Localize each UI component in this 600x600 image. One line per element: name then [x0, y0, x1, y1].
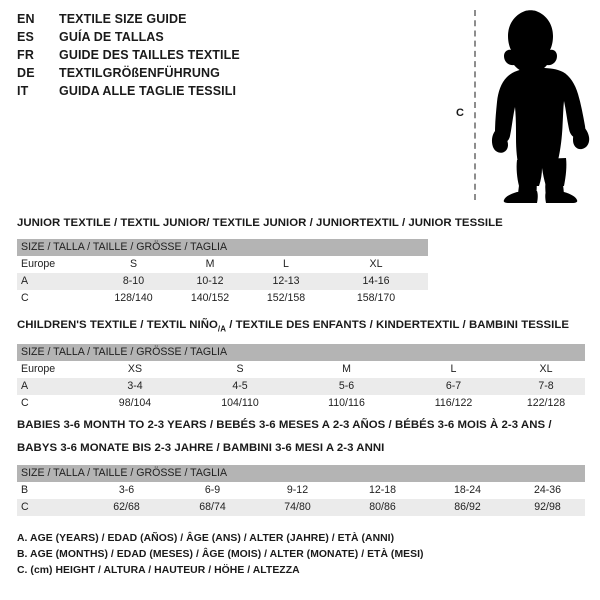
row-label: B: [17, 482, 83, 499]
language-row: ES GUÍA DE TALLAS: [17, 30, 317, 48]
table-cell: 14-16: [324, 273, 428, 290]
table-cell: XL: [324, 256, 428, 273]
table-cell: 98/104: [83, 395, 187, 413]
table-cell: M: [293, 361, 400, 379]
table-cell: 92/98: [510, 499, 585, 516]
row-label: C: [17, 499, 83, 516]
language-header-block: EN TEXTILE SIZE GUIDE ES GUÍA DE TALLAS …: [17, 12, 317, 102]
language-code: IT: [17, 84, 29, 98]
section-title: JUNIOR TEXTILE / TEXTIL JUNIOR/ TEXTILE …: [17, 217, 503, 229]
language-row: FR GUIDE DES TAILLES TEXTILE: [17, 48, 317, 66]
table-cell: L: [248, 256, 324, 273]
size-band-label: SIZE / TALLA / TAILLE / GRÖSSE / TAGLIA: [17, 239, 428, 256]
table-cell: S: [95, 256, 172, 273]
table-cell: XS: [83, 361, 187, 379]
table-row: Europe S M L XL: [17, 256, 428, 273]
language-title: TEXTILGRÖßENFÜHRUNG: [59, 66, 220, 80]
table-cell: 128/140: [95, 290, 172, 307]
row-label: Europe: [17, 361, 83, 379]
toddler-silhouette-icon: [491, 10, 590, 203]
table-row: A 8-10 10-12 12-13 14-16: [17, 273, 428, 290]
table-cell: 152/158: [248, 290, 324, 307]
table-cell: 6-7: [400, 378, 507, 396]
language-row: DE TEXTILGRÖßENFÜHRUNG: [17, 66, 317, 84]
section-title-line1: BABIES 3-6 MONTH TO 2-3 YEARS / BEBÉS 3-…: [17, 419, 552, 431]
section-childrens-textile: CHILDREN'S TEXTILE / TEXTIL NIÑO/A / TEX…: [17, 318, 585, 413]
table-cell: 8-10: [95, 273, 172, 290]
table-row: C 128/140 140/152 152/158 158/170: [17, 290, 428, 307]
size-band-label: SIZE / TALLA / TAILLE / GRÖSSE / TAGLIA: [17, 465, 585, 482]
table-cell: 7-8: [507, 378, 585, 396]
table-cell: 80/86: [340, 499, 425, 516]
table-cell: M: [172, 256, 248, 273]
section-title-post: / TEXTILE DES ENFANTS / KINDERTEXTIL / B…: [226, 319, 570, 331]
table-cell: 140/152: [172, 290, 248, 307]
section-title: CHILDREN'S TEXTILE / TEXTIL NIÑO/A / TEX…: [17, 318, 585, 336]
language-title: GUÍA DE TALLAS: [59, 30, 164, 44]
table-cell: 110/116: [293, 395, 400, 413]
table-cell: 3-4: [83, 378, 187, 396]
legend-line-a: A. AGE (YEARS) / EDAD (AÑOS) / ÂGE (ANS)…: [17, 533, 395, 544]
size-band-label: SIZE / TALLA / TAILLE / GRÖSSE / TAGLIA: [17, 344, 585, 362]
legend-line-c: C. (cm) HEIGHT / ALTURA / HAUTEUR / HÖHE…: [17, 565, 300, 576]
table-cell: 122/128: [507, 395, 585, 413]
section-babies-textile: BABIES 3-6 MONTH TO 2-3 YEARS / BEBÉS 3-…: [17, 418, 585, 516]
table-cell: 104/110: [187, 395, 293, 413]
table-cell: 68/74: [170, 499, 255, 516]
table-cell: 74/80: [255, 499, 340, 516]
children-size-table: SIZE / TALLA / TAILLE / GRÖSSE / TAGLIA …: [17, 344, 585, 413]
language-row: IT GUIDA ALLE TAGLIE TESSILI: [17, 84, 317, 102]
table-row: B 3-6 6-9 9-12 12-18 18-24 24-36: [17, 482, 585, 499]
language-title: TEXTILE SIZE GUIDE: [59, 12, 187, 26]
row-label: Europe: [17, 256, 95, 273]
table-cell: 12-13: [248, 273, 324, 290]
row-label: A: [17, 378, 83, 396]
row-label: A: [17, 273, 95, 290]
table-cell: 4-5: [187, 378, 293, 396]
table-row: Europe XS S M L XL: [17, 361, 585, 379]
section-title-subscript: /A: [217, 324, 227, 334]
table-cell: 116/122: [400, 395, 507, 413]
height-illustration: C: [440, 0, 600, 215]
table-cell: 18-24: [425, 482, 510, 499]
table-cell: 24-36: [510, 482, 585, 499]
table-cell: 12-18: [340, 482, 425, 499]
measurement-legend: A. AGE (YEARS) / EDAD (AÑOS) / ÂGE (ANS)…: [17, 531, 437, 579]
row-label: C: [17, 395, 83, 413]
table-band-row: SIZE / TALLA / TAILLE / GRÖSSE / TAGLIA: [17, 239, 428, 256]
language-code: DE: [17, 66, 35, 80]
language-code: FR: [17, 48, 35, 62]
section-junior-textile: JUNIOR TEXTILE / TEXTIL JUNIOR/ TEXTILE …: [17, 216, 503, 307]
section-title-line2: BABYS 3-6 MONATE BIS 2-3 JAHRE / BAMBINI…: [17, 442, 385, 454]
babies-size-table: SIZE / TALLA / TAILLE / GRÖSSE / TAGLIA …: [17, 465, 585, 516]
section-title-pre: CHILDREN'S TEXTILE / TEXTIL NIÑO: [17, 319, 218, 331]
table-band-row: SIZE / TALLA / TAILLE / GRÖSSE / TAGLIA: [17, 465, 585, 482]
table-cell: 62/68: [83, 499, 170, 516]
table-row: C 98/104 104/110 110/116 116/122 122/128: [17, 395, 585, 413]
height-measure-dashed-line: [474, 10, 476, 200]
table-cell: 6-9: [170, 482, 255, 499]
table-cell: XL: [507, 361, 585, 379]
table-cell: 3-6: [83, 482, 170, 499]
height-measure-label: C: [456, 107, 464, 119]
junior-size-table: SIZE / TALLA / TAILLE / GRÖSSE / TAGLIA …: [17, 239, 428, 307]
table-band-row: SIZE / TALLA / TAILLE / GRÖSSE / TAGLIA: [17, 344, 585, 362]
table-cell: L: [400, 361, 507, 379]
table-cell: 86/92: [425, 499, 510, 516]
table-cell: 5-6: [293, 378, 400, 396]
table-cell: 10-12: [172, 273, 248, 290]
row-label: C: [17, 290, 95, 307]
table-cell: 158/170: [324, 290, 428, 307]
language-title: GUIDA ALLE TAGLIE TESSILI: [59, 84, 237, 98]
language-code: EN: [17, 12, 35, 26]
language-code: ES: [17, 30, 35, 44]
table-cell: S: [187, 361, 293, 379]
language-row: EN TEXTILE SIZE GUIDE: [17, 12, 317, 30]
table-row: A 3-4 4-5 5-6 6-7 7-8: [17, 378, 585, 396]
table-row: C 62/68 68/74 74/80 80/86 86/92 92/98: [17, 499, 585, 516]
legend-line-b: B. AGE (MONTHS) / EDAD (MESES) / ÂGE (MO…: [17, 549, 424, 560]
language-title: GUIDE DES TAILLES TEXTILE: [59, 48, 240, 62]
table-cell: 9-12: [255, 482, 340, 499]
